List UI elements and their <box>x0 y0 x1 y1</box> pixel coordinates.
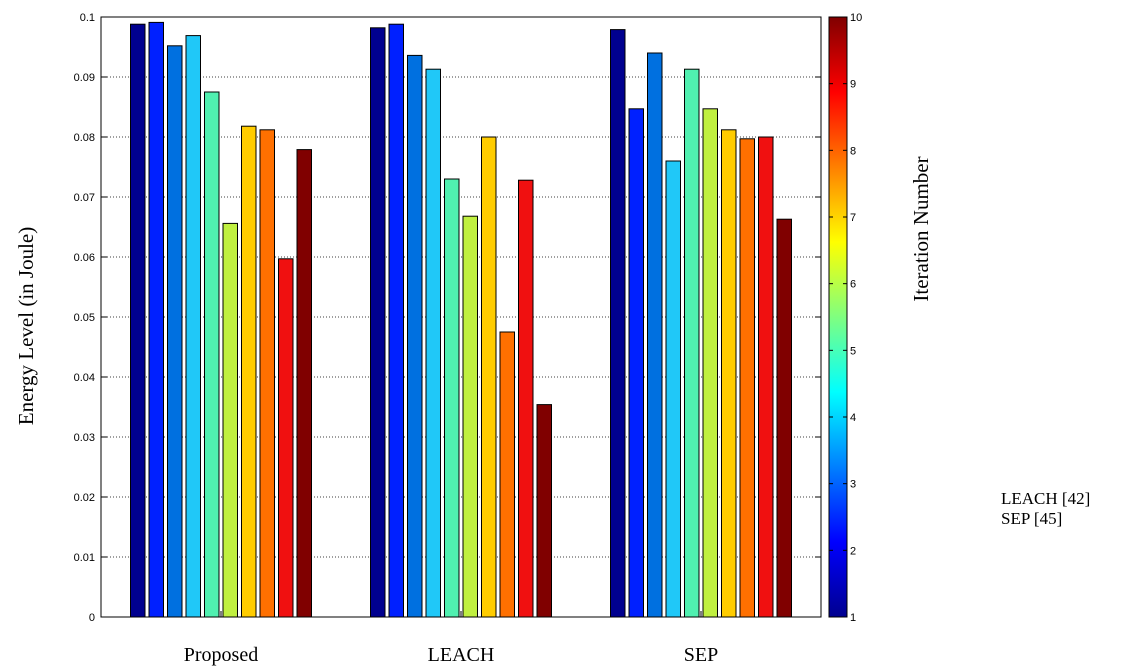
bar <box>296 149 312 618</box>
side-text-leach: LEACH [42] <box>1001 489 1091 508</box>
category-label: Proposed <box>184 644 258 666</box>
y-axis-title: Energy Level (in Joule) <box>14 227 38 425</box>
bar <box>758 136 774 618</box>
bar <box>370 27 386 618</box>
colorbar-tick-label: 7 <box>850 212 856 224</box>
bar <box>518 179 534 618</box>
colorbar-tick-label: 4 <box>850 412 856 424</box>
bar <box>407 54 423 618</box>
y-tick-label: 0.07 <box>74 192 95 204</box>
colorbar-tick-label: 1 <box>850 612 856 624</box>
bar <box>647 52 663 618</box>
bar <box>425 68 441 618</box>
bar <box>776 218 792 618</box>
bar <box>536 404 552 618</box>
bar <box>481 136 497 618</box>
category-label: LEACH <box>428 644 495 666</box>
bar <box>444 178 460 618</box>
y-tick-label: 0.09 <box>74 72 95 84</box>
y-tick-label: 0.05 <box>74 312 95 324</box>
bar <box>739 138 755 618</box>
bar <box>721 129 737 618</box>
bar <box>610 29 626 618</box>
y-tick-label: 0.01 <box>74 552 95 564</box>
category-label: SEP <box>684 644 718 666</box>
colorbar-tick-label: 3 <box>850 479 856 491</box>
y-tick-label: 0.02 <box>74 492 95 504</box>
colorbar-tick-label: 8 <box>850 145 856 157</box>
colorbar-tick-label: 2 <box>850 545 856 557</box>
bar <box>259 129 275 618</box>
colorbar-tick-label: 5 <box>850 345 856 357</box>
bar <box>665 160 681 618</box>
plot-frame <box>100 16 822 618</box>
bar <box>148 21 164 618</box>
bar <box>462 215 478 618</box>
y-tick-label: 0.03 <box>74 432 95 444</box>
colorbar-tick-label: 6 <box>850 279 856 291</box>
y-tick-label: 0.1 <box>80 12 95 24</box>
y-tick-label: 0.06 <box>74 252 95 264</box>
bar <box>204 91 220 618</box>
bar <box>130 23 146 618</box>
bar <box>241 125 257 618</box>
y-tick-label: 0 <box>89 612 95 624</box>
grid-lines <box>101 76 821 558</box>
colorbar-tick-label: 9 <box>850 79 856 91</box>
y-tick-labels: 0 0.01 0.02 0.03 0.04 0.05 0.06 0.07 0.08 0.09 0.1 <box>74 12 95 624</box>
bars <box>130 21 792 618</box>
y-tick-label: 0.04 <box>74 372 95 384</box>
bar <box>499 331 515 618</box>
colorbar-tick-label: 10 <box>850 12 862 24</box>
bar <box>278 258 294 618</box>
colorbar-title: Iteration Number <box>909 156 933 301</box>
colorbar-tick-labels: 1 2 3 4 5 6 7 8 9 10 <box>829 12 862 624</box>
y-tick-label: 0.08 <box>74 132 95 144</box>
bar <box>702 108 718 618</box>
colorbar <box>828 16 848 618</box>
bar <box>222 222 238 618</box>
axes <box>100 16 822 618</box>
side-text-sep: SEP [45] <box>1001 509 1063 528</box>
bar <box>388 23 404 618</box>
bar <box>185 35 201 618</box>
bar <box>684 68 700 618</box>
bar <box>167 45 183 618</box>
category-labels: Proposed LEACH SEP <box>184 644 718 666</box>
bar <box>628 108 644 618</box>
